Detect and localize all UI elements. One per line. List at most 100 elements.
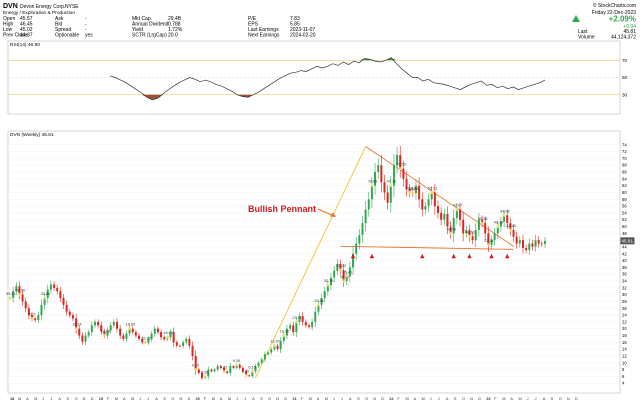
price-label-marker — [467, 234, 472, 239]
price-candle-body — [317, 304, 320, 312]
pennant-lower-line — [340, 245, 514, 250]
x-axis-label: J — [430, 397, 432, 401]
price-candle-body — [93, 321, 96, 326]
price-candle-body — [34, 318, 37, 321]
prev-close-label: Prev Close — [3, 33, 28, 39]
price-candle-body — [405, 178, 408, 190]
x-axis-label: S — [551, 397, 554, 401]
price-tick-label: 60 — [622, 190, 627, 195]
price-point-label: 29.51 — [314, 299, 324, 303]
x-axis-label: J — [139, 397, 141, 401]
rsi-label: RSI(14) 46.80 — [10, 42, 40, 48]
price-label-marker — [408, 190, 412, 195]
price-candle-body — [399, 155, 402, 169]
price-candle-body — [465, 229, 468, 234]
price-label-marker — [234, 363, 239, 367]
price-candle-body — [512, 229, 515, 237]
x-axis-label: F — [204, 397, 207, 401]
price-candle-body — [537, 240, 540, 244]
x-axis-label: J — [244, 397, 246, 401]
price-candle-body — [273, 345, 276, 350]
price-candle-body — [402, 168, 405, 179]
price-tick-label: 28 — [622, 299, 627, 304]
exchange-name: NYSE — [65, 4, 79, 10]
x-axis-label: S — [163, 397, 166, 401]
x-axis-label: F — [494, 397, 497, 401]
x-axis-label: A — [155, 397, 158, 401]
rsi-oversold-fill — [141, 94, 148, 98]
price-candle-body — [97, 321, 100, 326]
x-axis-label: D — [381, 397, 384, 401]
price-candle-body — [109, 325, 112, 331]
price-label-marker — [316, 303, 321, 307]
price-candle-body — [156, 328, 159, 333]
price-label-marker — [508, 228, 512, 232]
x-axis-label: A — [317, 397, 320, 401]
price-candle-body — [377, 165, 380, 173]
price-tick-label: 32 — [622, 285, 627, 290]
price-label-marker — [455, 207, 459, 212]
price-tick-label: 74 — [622, 142, 627, 147]
x-axis-label: D — [478, 397, 481, 401]
company-name: Devon Energy Corp. — [20, 4, 65, 10]
price-label-marker — [338, 268, 343, 272]
price-label-marker — [194, 367, 198, 372]
price-tick-label: 20 — [622, 326, 627, 331]
annual-dividend-value: 0.788 — [168, 22, 181, 28]
price-candle-body — [534, 240, 537, 247]
price-candle-body — [421, 199, 424, 210]
price-tick-label: 72 — [622, 149, 627, 154]
x-axis-label: M — [34, 397, 37, 401]
last-value: 45.81 — [623, 29, 636, 35]
price-label-marker — [203, 374, 207, 378]
price-candle-body — [90, 325, 93, 333]
spread-label: Spread — [55, 27, 71, 33]
price-candle-body — [383, 182, 386, 193]
prev-close-value: 44.87 — [20, 33, 33, 39]
price-panel: DVN (Weekly) 45.81 468101214161820222426… — [6, 130, 635, 394]
price-candle-body — [37, 315, 40, 321]
x-axis-label: A — [446, 397, 449, 401]
price-candle-body — [307, 325, 310, 327]
price-candle-body — [223, 367, 225, 372]
support-arrow-icon — [369, 253, 375, 259]
price-candle-body — [279, 340, 282, 350]
x-axis-label: N — [567, 397, 570, 401]
price-label-marker — [389, 184, 393, 188]
x-axis-label: F — [397, 397, 400, 401]
x-axis-label: O — [462, 397, 465, 401]
price-tick-label: 38 — [622, 265, 627, 270]
price-candle-body — [314, 311, 317, 322]
price-candle-body — [138, 335, 141, 339]
x-axis-label: A — [414, 397, 417, 401]
x-axis-label: M — [228, 397, 231, 401]
next-earnings-value: 2024-02-20 — [290, 33, 316, 39]
price-candle-body — [503, 215, 506, 222]
price-tick-label: 16 — [622, 340, 627, 345]
price-candle-body — [367, 199, 370, 210]
price-label-marker — [143, 341, 147, 345]
change-up-icon — [572, 15, 580, 22]
price-candle-body — [87, 332, 90, 336]
price-candle-body — [424, 206, 427, 210]
x-axis-label: A — [543, 397, 546, 401]
price-candle-body — [427, 199, 430, 207]
price-candle-body — [361, 223, 364, 236]
price-candle-body — [386, 192, 389, 203]
price-candle-body — [471, 236, 474, 241]
price-candle-body — [24, 301, 27, 309]
price-candle-body — [260, 359, 263, 363]
price-label-marker — [370, 184, 374, 188]
support-arrow-icon — [467, 253, 472, 259]
x-axis-label: D — [188, 397, 191, 401]
x-axis-label: A — [349, 397, 352, 401]
price-tick-label: 18 — [622, 333, 627, 338]
price-panel-frame — [7, 130, 621, 394]
price-label-marker — [486, 243, 490, 247]
x-axis-label: N — [180, 397, 183, 401]
price-point-label: 35.41 — [343, 270, 353, 274]
price-candle-body — [304, 321, 307, 326]
x-axis-label: F — [301, 397, 304, 401]
price-candle-body — [323, 291, 326, 299]
